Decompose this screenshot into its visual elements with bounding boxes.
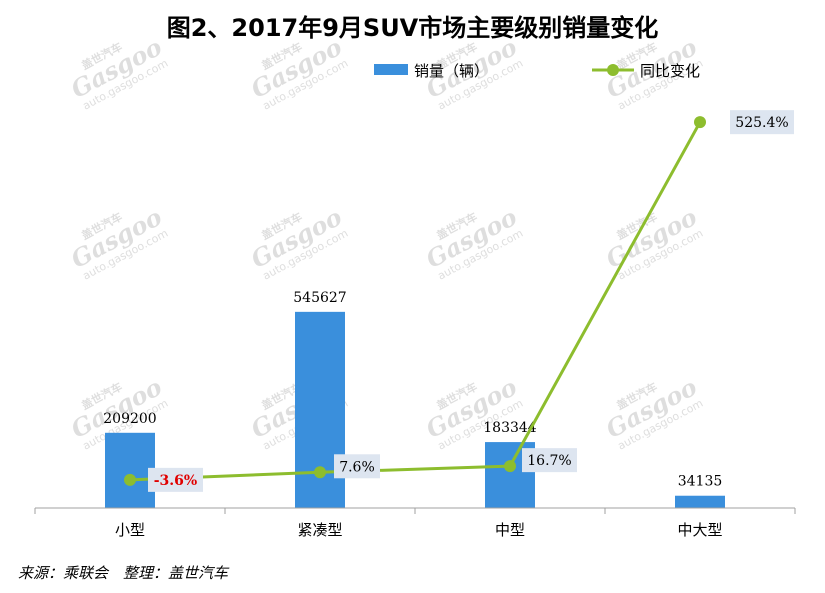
bar	[105, 432, 155, 508]
label-text: 7.6%	[339, 459, 375, 475]
bar-value-label: 34135	[678, 474, 723, 490]
line-value-label: 7.6%	[334, 454, 380, 479]
label-text: 525.4%	[735, 115, 788, 131]
chart-title: 图2、2017年9月SUV市场主要级别销量变化	[166, 14, 659, 42]
bar	[295, 311, 345, 508]
x-tick-label: 紧凑型	[297, 521, 342, 539]
line-point	[314, 466, 326, 479]
legend-swatch-marker	[607, 64, 619, 76]
label-text: -3.6%	[154, 473, 197, 489]
x-tick-label: 中型	[495, 521, 525, 539]
legend-label: 同比变化	[640, 62, 700, 80]
legend-swatch-bar	[374, 64, 408, 75]
label-box	[522, 448, 577, 473]
line-point	[694, 116, 706, 129]
legend: 销量（辆） 同比变化	[374, 62, 700, 80]
legend-item-bar: 销量（辆）	[374, 62, 489, 80]
legend-label: 销量（辆）	[414, 62, 489, 80]
bar-value-label: 183344	[483, 420, 537, 436]
source-note: 来源：乘联会 整理：盖世汽车	[18, 564, 229, 582]
x-tick-label: 中大型	[677, 521, 722, 539]
label-box	[730, 110, 794, 135]
x-tick-label: 小型	[115, 521, 145, 539]
line-value-label: -3.6%	[148, 467, 203, 492]
line-series: -3.6% 7.6% 16.7% 525.4%	[124, 110, 794, 492]
label-text: 16.7%	[527, 453, 571, 469]
line-point	[504, 460, 516, 473]
line-point	[124, 473, 136, 486]
line-value-label: 16.7%	[522, 448, 577, 473]
bar-value-label: 209200	[103, 411, 156, 427]
x-axis: 小型 紧凑型 中型 中大型	[34, 507, 796, 539]
label-box	[148, 467, 203, 492]
line-value-label: 525.4%	[730, 110, 794, 135]
legend-item-line: 同比变化	[592, 62, 700, 80]
yoy-line	[129, 121, 702, 482]
bar	[675, 495, 725, 508]
bar-value-label: 545627	[293, 290, 346, 306]
label-box	[334, 454, 380, 479]
